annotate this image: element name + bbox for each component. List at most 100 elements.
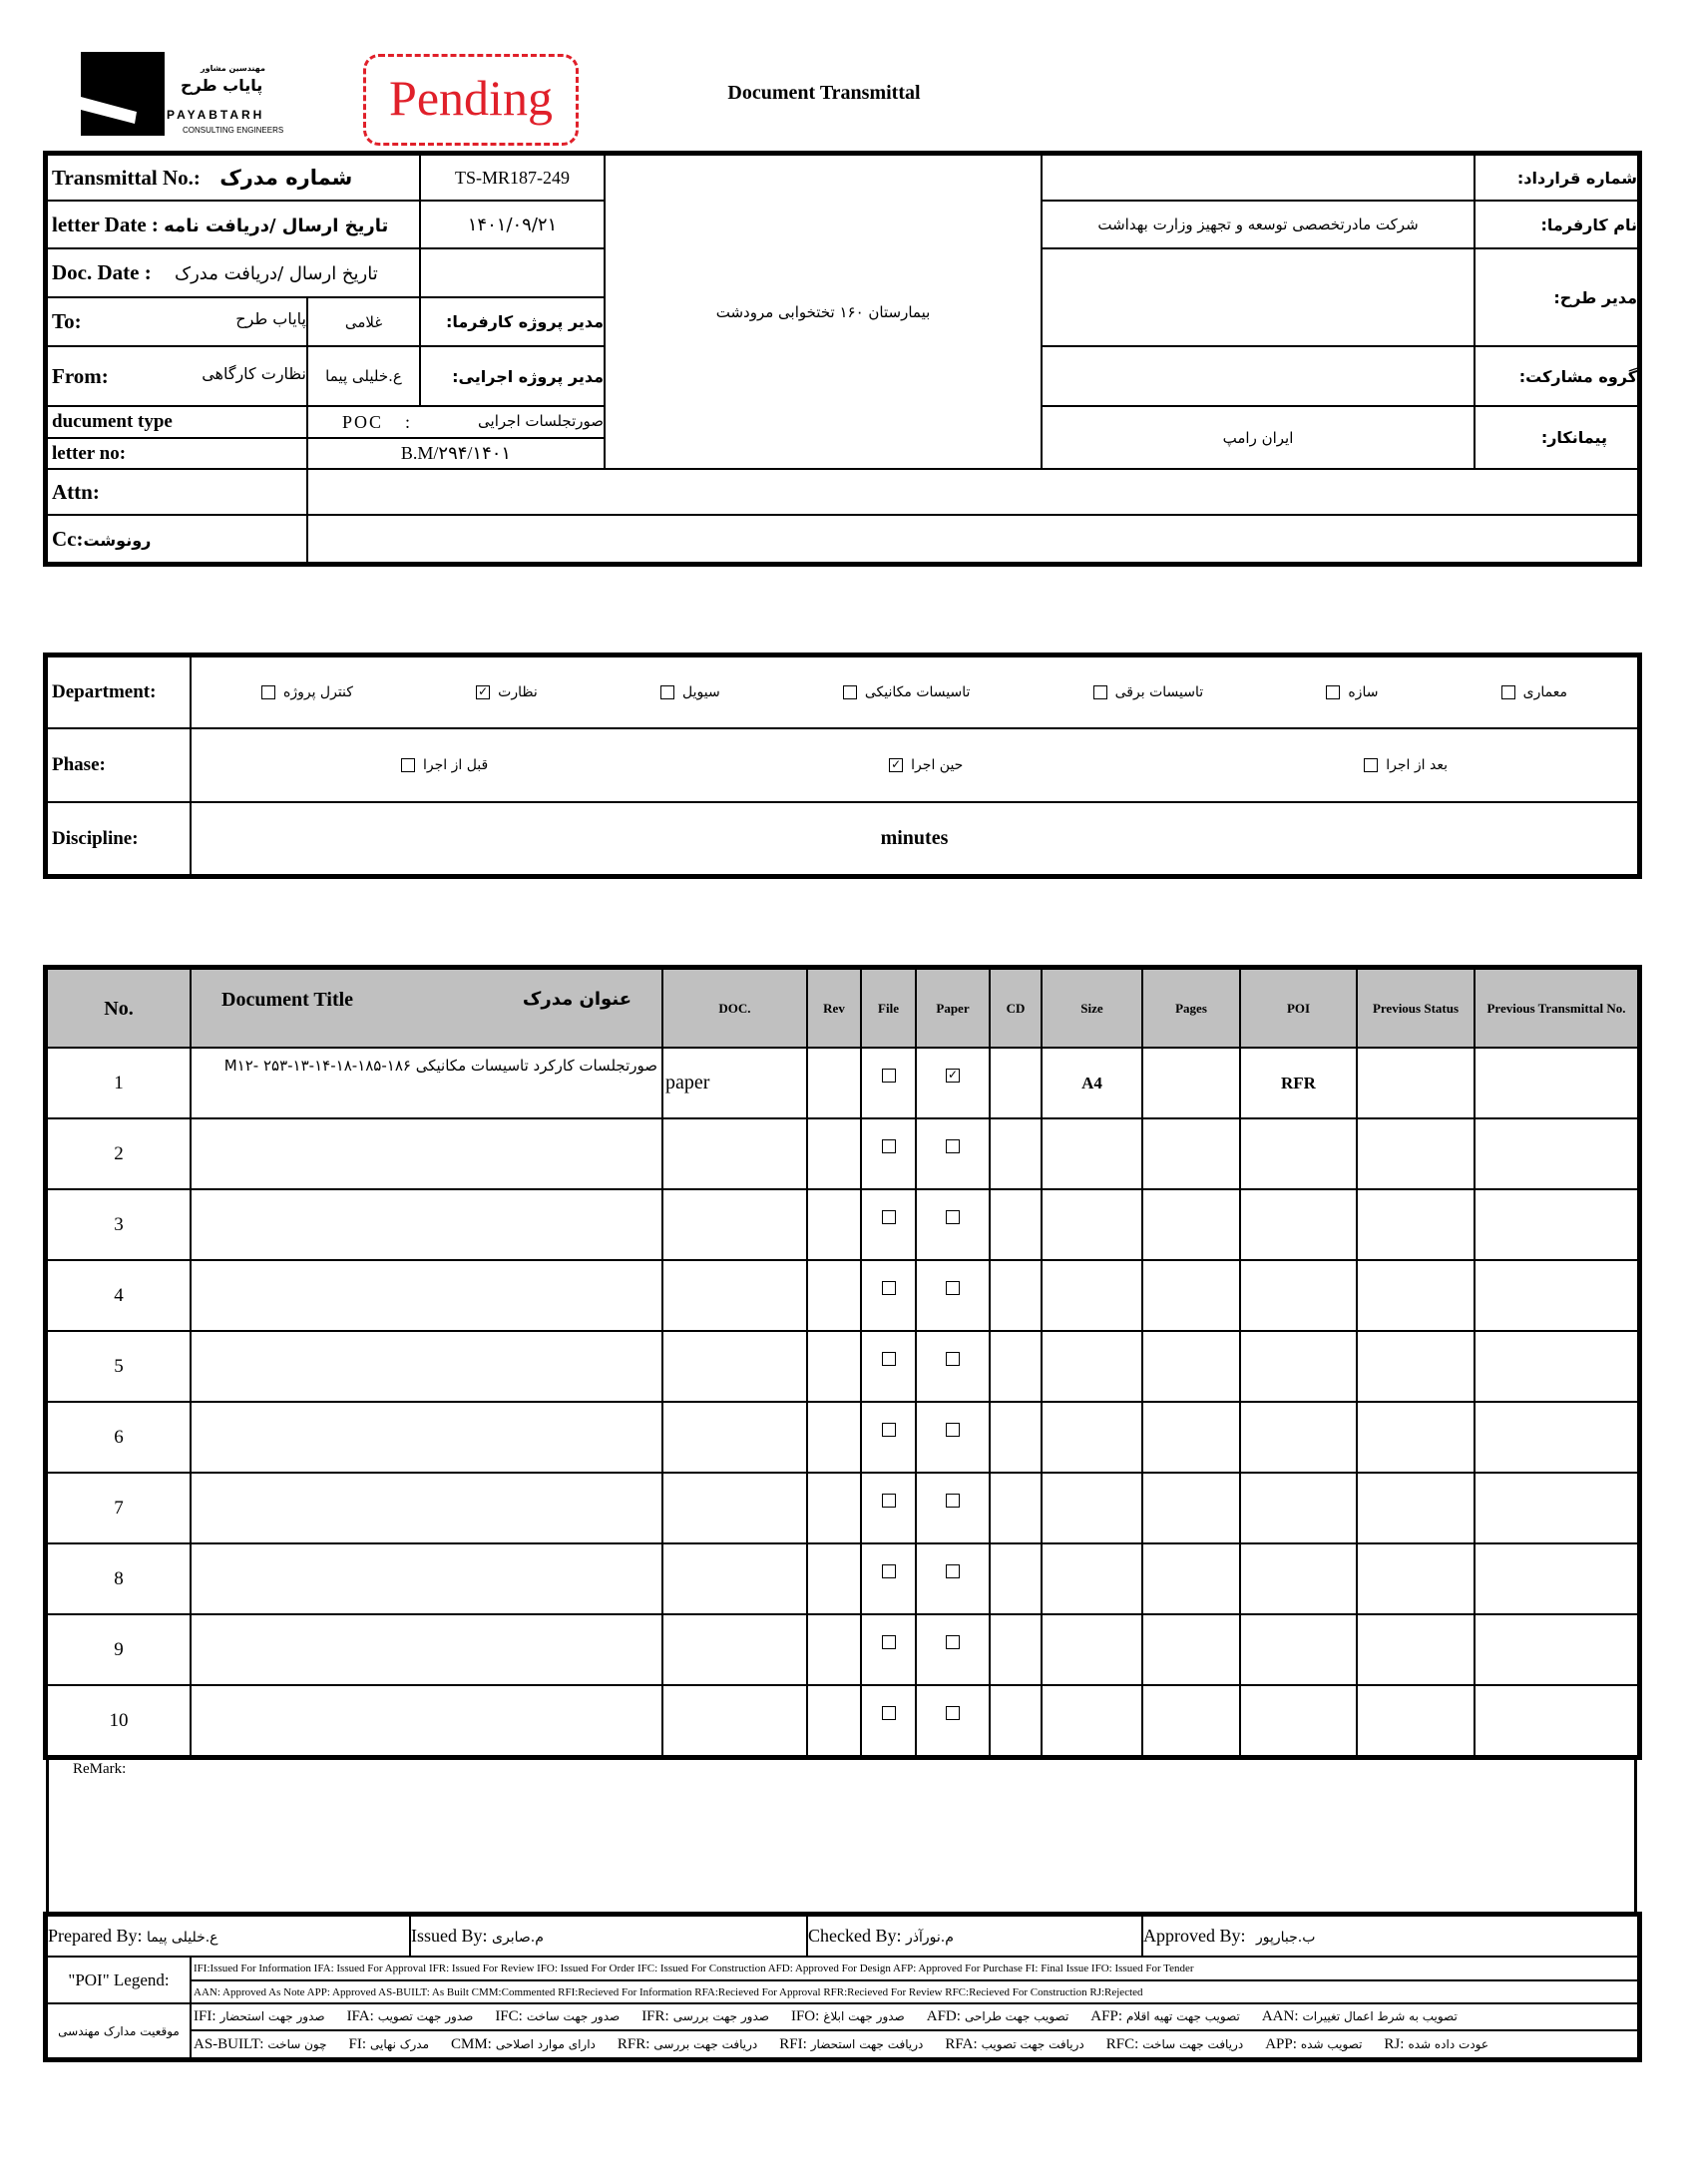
checkbox-icon[interactable]: [889, 758, 904, 772]
row-file[interactable]: [860, 1259, 917, 1332]
row-file[interactable]: [860, 1117, 917, 1190]
row-prev-no: [1474, 1472, 1639, 1544]
row-paper[interactable]: [915, 1188, 991, 1261]
phase-option[interactable]: بعد از اجرا: [1364, 757, 1448, 773]
checkbox-icon[interactable]: [659, 685, 674, 699]
file-checkbox-icon[interactable]: [881, 1210, 896, 1225]
checkbox-icon[interactable]: [401, 758, 415, 772]
executive-pm-label: مدیر پروژه اجرایی:: [419, 345, 607, 407]
row-doc: paper: [661, 1047, 808, 1119]
department-option-label: سازه: [1348, 684, 1379, 700]
row-prev-no: [1474, 1613, 1639, 1686]
documents-table: No. Document Title عنوان مدرک DOC. Rev Fi…: [43, 965, 1642, 1760]
logo-fa-name: پایاب طرح: [181, 76, 263, 95]
paper-checkbox-icon[interactable]: [946, 1210, 960, 1225]
file-checkbox-icon[interactable]: [881, 1494, 896, 1509]
partnership-label: گروه مشارکت:: [1474, 345, 1640, 407]
row-paper[interactable]: [915, 1330, 991, 1403]
department-option[interactable]: سازه: [1326, 684, 1378, 700]
row-poi: [1239, 1117, 1358, 1190]
file-checkbox-icon[interactable]: [881, 1423, 896, 1438]
phase-option[interactable]: حین اجرا: [889, 757, 963, 773]
row-paper[interactable]: [915, 1259, 991, 1332]
row-file[interactable]: [860, 1188, 917, 1261]
row-doc: [661, 1330, 808, 1403]
letter-date-label: letter Date : تاریخ ارسال /دریافت نامه: [45, 200, 422, 249]
row-size: [1041, 1188, 1143, 1261]
row-paper[interactable]: [915, 1047, 991, 1119]
doc-type-value: POC: صورتجلسات اجرایی: [305, 405, 607, 439]
legend-code: AFP:: [1090, 2008, 1122, 2024]
doc-date-label: Doc. Date : تاریخ ارسال /دریافت مدرک: [45, 247, 422, 298]
row-file[interactable]: [860, 1472, 917, 1544]
paper-checkbox-icon[interactable]: [946, 1564, 960, 1579]
checkbox-icon[interactable]: [1500, 685, 1515, 699]
checkbox-icon[interactable]: [476, 685, 491, 699]
row-paper[interactable]: [915, 1472, 991, 1544]
department-option[interactable]: معماری: [1500, 684, 1567, 700]
checked-by: Checked By: م.نورآذر: [806, 1915, 1144, 1958]
row-paper[interactable]: [915, 1542, 991, 1615]
department-option[interactable]: تاسیسات برقی: [1092, 684, 1203, 700]
letter-no-value: B.M/۲۹۴/۱۴۰۱: [305, 437, 607, 470]
row-cd: [989, 1117, 1043, 1190]
row-paper[interactable]: [915, 1401, 991, 1474]
file-checkbox-icon[interactable]: [881, 1281, 896, 1296]
file-checkbox-icon[interactable]: [881, 1706, 896, 1721]
table-row: 7: [46, 1472, 1639, 1544]
row-rev: [806, 1401, 862, 1474]
file-checkbox-icon[interactable]: [881, 1564, 896, 1579]
department-option[interactable]: نظارت: [476, 684, 538, 700]
row-file[interactable]: [860, 1542, 917, 1615]
row-prev-no: [1474, 1117, 1639, 1190]
file-checkbox-icon[interactable]: [881, 1635, 896, 1650]
checkbox-icon[interactable]: [1326, 685, 1341, 699]
file-checkbox-icon[interactable]: [881, 1069, 896, 1084]
row-cd: [989, 1472, 1043, 1544]
row-rev: [806, 1259, 862, 1332]
checkbox-icon[interactable]: [1092, 685, 1107, 699]
legend-text: عودت داده شده: [1408, 2036, 1489, 2051]
row-paper[interactable]: [915, 1684, 991, 1757]
department-option[interactable]: تاسیسات مکانیکی: [842, 684, 970, 700]
col-title: Document Title عنوان مدرک: [190, 968, 663, 1049]
row-paper[interactable]: [915, 1613, 991, 1686]
file-checkbox-icon[interactable]: [881, 1352, 896, 1367]
paper-checkbox-icon[interactable]: [946, 1139, 960, 1154]
paper-checkbox-icon[interactable]: [946, 1069, 960, 1084]
checkbox-icon[interactable]: [842, 685, 857, 699]
department-option[interactable]: کنترل پروژه: [261, 684, 353, 700]
row-prev-no: [1474, 1047, 1639, 1119]
row-pages: [1141, 1472, 1241, 1544]
department-option[interactable]: سیویل: [659, 684, 720, 700]
department-options: معماری سازه تاسیسات برقی تاسیسات مکانیکی سیو…: [193, 684, 1636, 700]
checkbox-icon[interactable]: [1364, 758, 1379, 772]
row-file[interactable]: [860, 1684, 917, 1757]
paper-checkbox-icon[interactable]: [946, 1494, 960, 1509]
phase-option[interactable]: قبل از اجرا: [401, 757, 488, 773]
col-size: Size: [1041, 968, 1143, 1049]
legend-item: AS-BUILT: چون ساخت: [194, 2036, 327, 2053]
partnership-value: [1041, 345, 1477, 407]
row-paper[interactable]: [915, 1117, 991, 1190]
row-file[interactable]: [860, 1613, 917, 1686]
logo-en-name: PAYABTARH: [167, 108, 265, 122]
legend-item: IFC: صدور جهت ساخت: [495, 2008, 620, 2025]
file-checkbox-icon[interactable]: [881, 1139, 896, 1154]
paper-checkbox-icon[interactable]: [946, 1281, 960, 1296]
paper-checkbox-icon[interactable]: [946, 1635, 960, 1650]
paper-checkbox-icon[interactable]: [946, 1352, 960, 1367]
paper-checkbox-icon[interactable]: [946, 1423, 960, 1438]
row-cd: [989, 1047, 1043, 1119]
checkbox-icon[interactable]: [261, 685, 275, 699]
row-file[interactable]: [860, 1047, 917, 1119]
col-doc: DOC.: [661, 968, 808, 1049]
table-row: 5: [46, 1330, 1639, 1403]
row-cd: [989, 1542, 1043, 1615]
row-file[interactable]: [860, 1401, 917, 1474]
paper-checkbox-icon[interactable]: [946, 1706, 960, 1721]
legend-text: تصویب به شرط اعمال تغییرات: [1302, 2009, 1458, 2023]
legend-code: APP:: [1265, 2035, 1297, 2052]
row-file[interactable]: [860, 1330, 917, 1403]
classification-table: Department: معماری سازه تاسیسات برقی تاسیسا…: [43, 653, 1642, 879]
